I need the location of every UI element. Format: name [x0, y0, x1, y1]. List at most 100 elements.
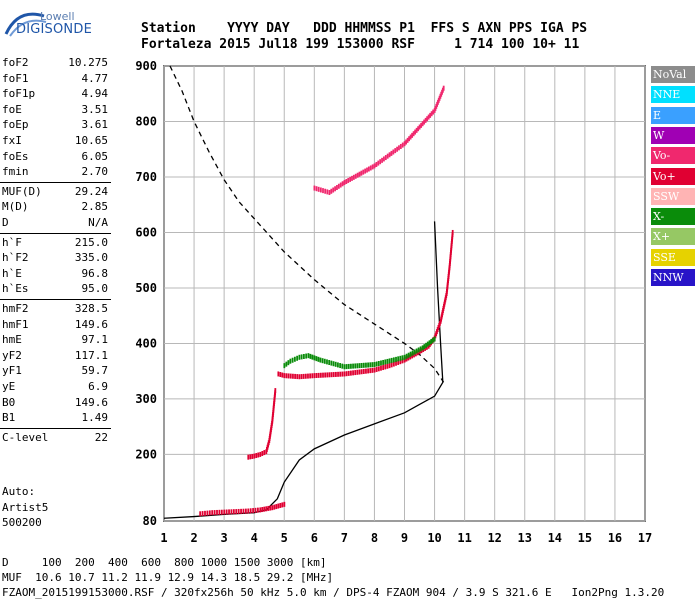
echo-point — [281, 502, 284, 508]
echo-point — [396, 146, 398, 152]
echo-point — [384, 364, 387, 370]
echo-point — [365, 362, 367, 368]
param-label-7: fmin — [2, 165, 29, 179]
param-value-22: 1.49 — [81, 411, 109, 425]
echo-point — [283, 363, 286, 369]
echo-point — [309, 353, 312, 359]
echo-point — [337, 371, 339, 377]
header-row-1: Station YYYY DAY DDD HHMMSS P1 FFS S AXN… — [141, 21, 588, 36]
echo-point — [277, 503, 280, 509]
echo-point — [247, 454, 250, 460]
param-label-1: foF1 — [2, 71, 29, 85]
echo-point — [380, 365, 382, 371]
echo-point — [399, 355, 402, 361]
x-tick-label-7: 7 — [341, 531, 348, 545]
echo-point — [287, 360, 290, 366]
logo-main-text: DIGISONDE — [16, 22, 92, 37]
echo-point — [256, 507, 259, 513]
echo-point — [417, 126, 420, 132]
echo-point — [388, 358, 391, 364]
echo-point — [296, 374, 299, 380]
echo-point — [273, 504, 276, 510]
echo-point — [271, 505, 274, 511]
echo-point — [371, 367, 374, 373]
profile-line-1 — [163, 221, 444, 519]
echo-point — [287, 373, 290, 379]
echo-point — [394, 148, 397, 154]
echo-point — [409, 351, 412, 357]
echo-point — [336, 185, 338, 191]
echo-point — [261, 450, 264, 456]
echo-point — [300, 354, 303, 360]
param-value-15: 328.5 — [74, 302, 108, 315]
echo-point — [323, 358, 326, 364]
echo-point — [442, 85, 445, 91]
y-tick-label-900: 900 — [135, 59, 157, 73]
echo-point — [216, 509, 218, 515]
echo-point — [328, 360, 331, 366]
echo-point — [369, 368, 372, 374]
digisonde-logo-icon — [4, 12, 47, 37]
legend-item-vo-: Vo+ — [651, 167, 695, 185]
param-value-16: 149.6 — [74, 317, 108, 331]
param-value-14: 95.0 — [81, 282, 109, 296]
echo-point — [311, 354, 314, 360]
echo-point — [407, 355, 410, 361]
param-label-11: h`F — [2, 235, 22, 249]
echo-point — [211, 510, 214, 516]
y-tick-label-500: 500 — [135, 281, 157, 295]
param-label-16: hmF1 — [2, 317, 29, 331]
echo-point — [330, 372, 333, 378]
echo-point — [369, 362, 372, 368]
echo-point — [328, 190, 331, 196]
y-tick-label-400: 400 — [135, 336, 157, 350]
x-tick-label-17: 17 — [638, 531, 652, 545]
logo-top-text: Lowell — [40, 10, 75, 23]
echo-point — [405, 139, 408, 145]
echo-point — [377, 366, 380, 372]
echo-point — [375, 161, 378, 167]
param-value-17: 97.1 — [81, 333, 109, 347]
echo-point — [337, 183, 340, 189]
x-tick-label-10: 10 — [427, 531, 441, 545]
echo-point — [277, 371, 280, 377]
echo-point — [399, 143, 402, 149]
echo-point — [313, 355, 316, 361]
echo-point — [279, 372, 282, 378]
echo-point — [283, 373, 286, 379]
param-value-6: 6.05 — [81, 149, 109, 163]
echo-point — [354, 173, 357, 179]
echo-point — [421, 345, 424, 351]
echo-point — [274, 388, 277, 394]
echo-point — [334, 361, 337, 367]
echo-point — [328, 372, 331, 378]
param-label-5: fxI — [2, 134, 22, 147]
param-label-12: h`F2 — [2, 251, 29, 265]
echo-point — [293, 356, 296, 362]
echo-point — [324, 188, 327, 194]
echo-point — [307, 373, 309, 379]
echo-point — [298, 374, 301, 380]
x-tick-label-12: 12 — [487, 531, 501, 545]
echo-point — [332, 372, 335, 378]
param-label-17: hmE — [2, 333, 22, 347]
echo-point — [292, 373, 294, 379]
echo-point — [285, 361, 288, 367]
echo-point — [326, 189, 329, 195]
echo-point — [366, 167, 368, 173]
autoscaler-version: 500200 — [2, 516, 42, 529]
echo-point — [360, 369, 363, 375]
echo-point — [426, 341, 429, 347]
echo-point — [375, 361, 378, 367]
legend-item-ssw: SSW — [651, 187, 695, 205]
echo-point — [423, 344, 426, 350]
echo-point — [397, 356, 400, 362]
param-label-10: D — [2, 216, 9, 229]
param-label-19: yF1 — [2, 364, 22, 378]
echo-point — [269, 505, 272, 511]
y-tick-label-80: 80 — [143, 514, 157, 528]
echo-point — [415, 348, 418, 354]
echo-point — [289, 373, 292, 379]
echo-point — [350, 370, 352, 376]
param-value-20: 6.9 — [88, 380, 108, 393]
